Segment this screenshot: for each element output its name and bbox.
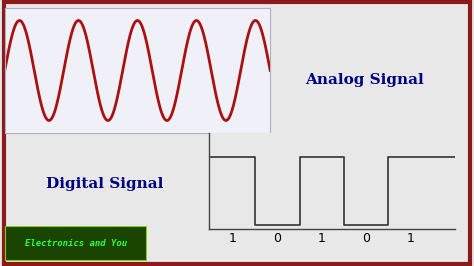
Text: Analog Signal: Analog Signal	[306, 73, 424, 87]
Text: Electronics and You: Electronics and You	[25, 239, 127, 248]
Text: Digital Signal: Digital Signal	[46, 177, 163, 190]
